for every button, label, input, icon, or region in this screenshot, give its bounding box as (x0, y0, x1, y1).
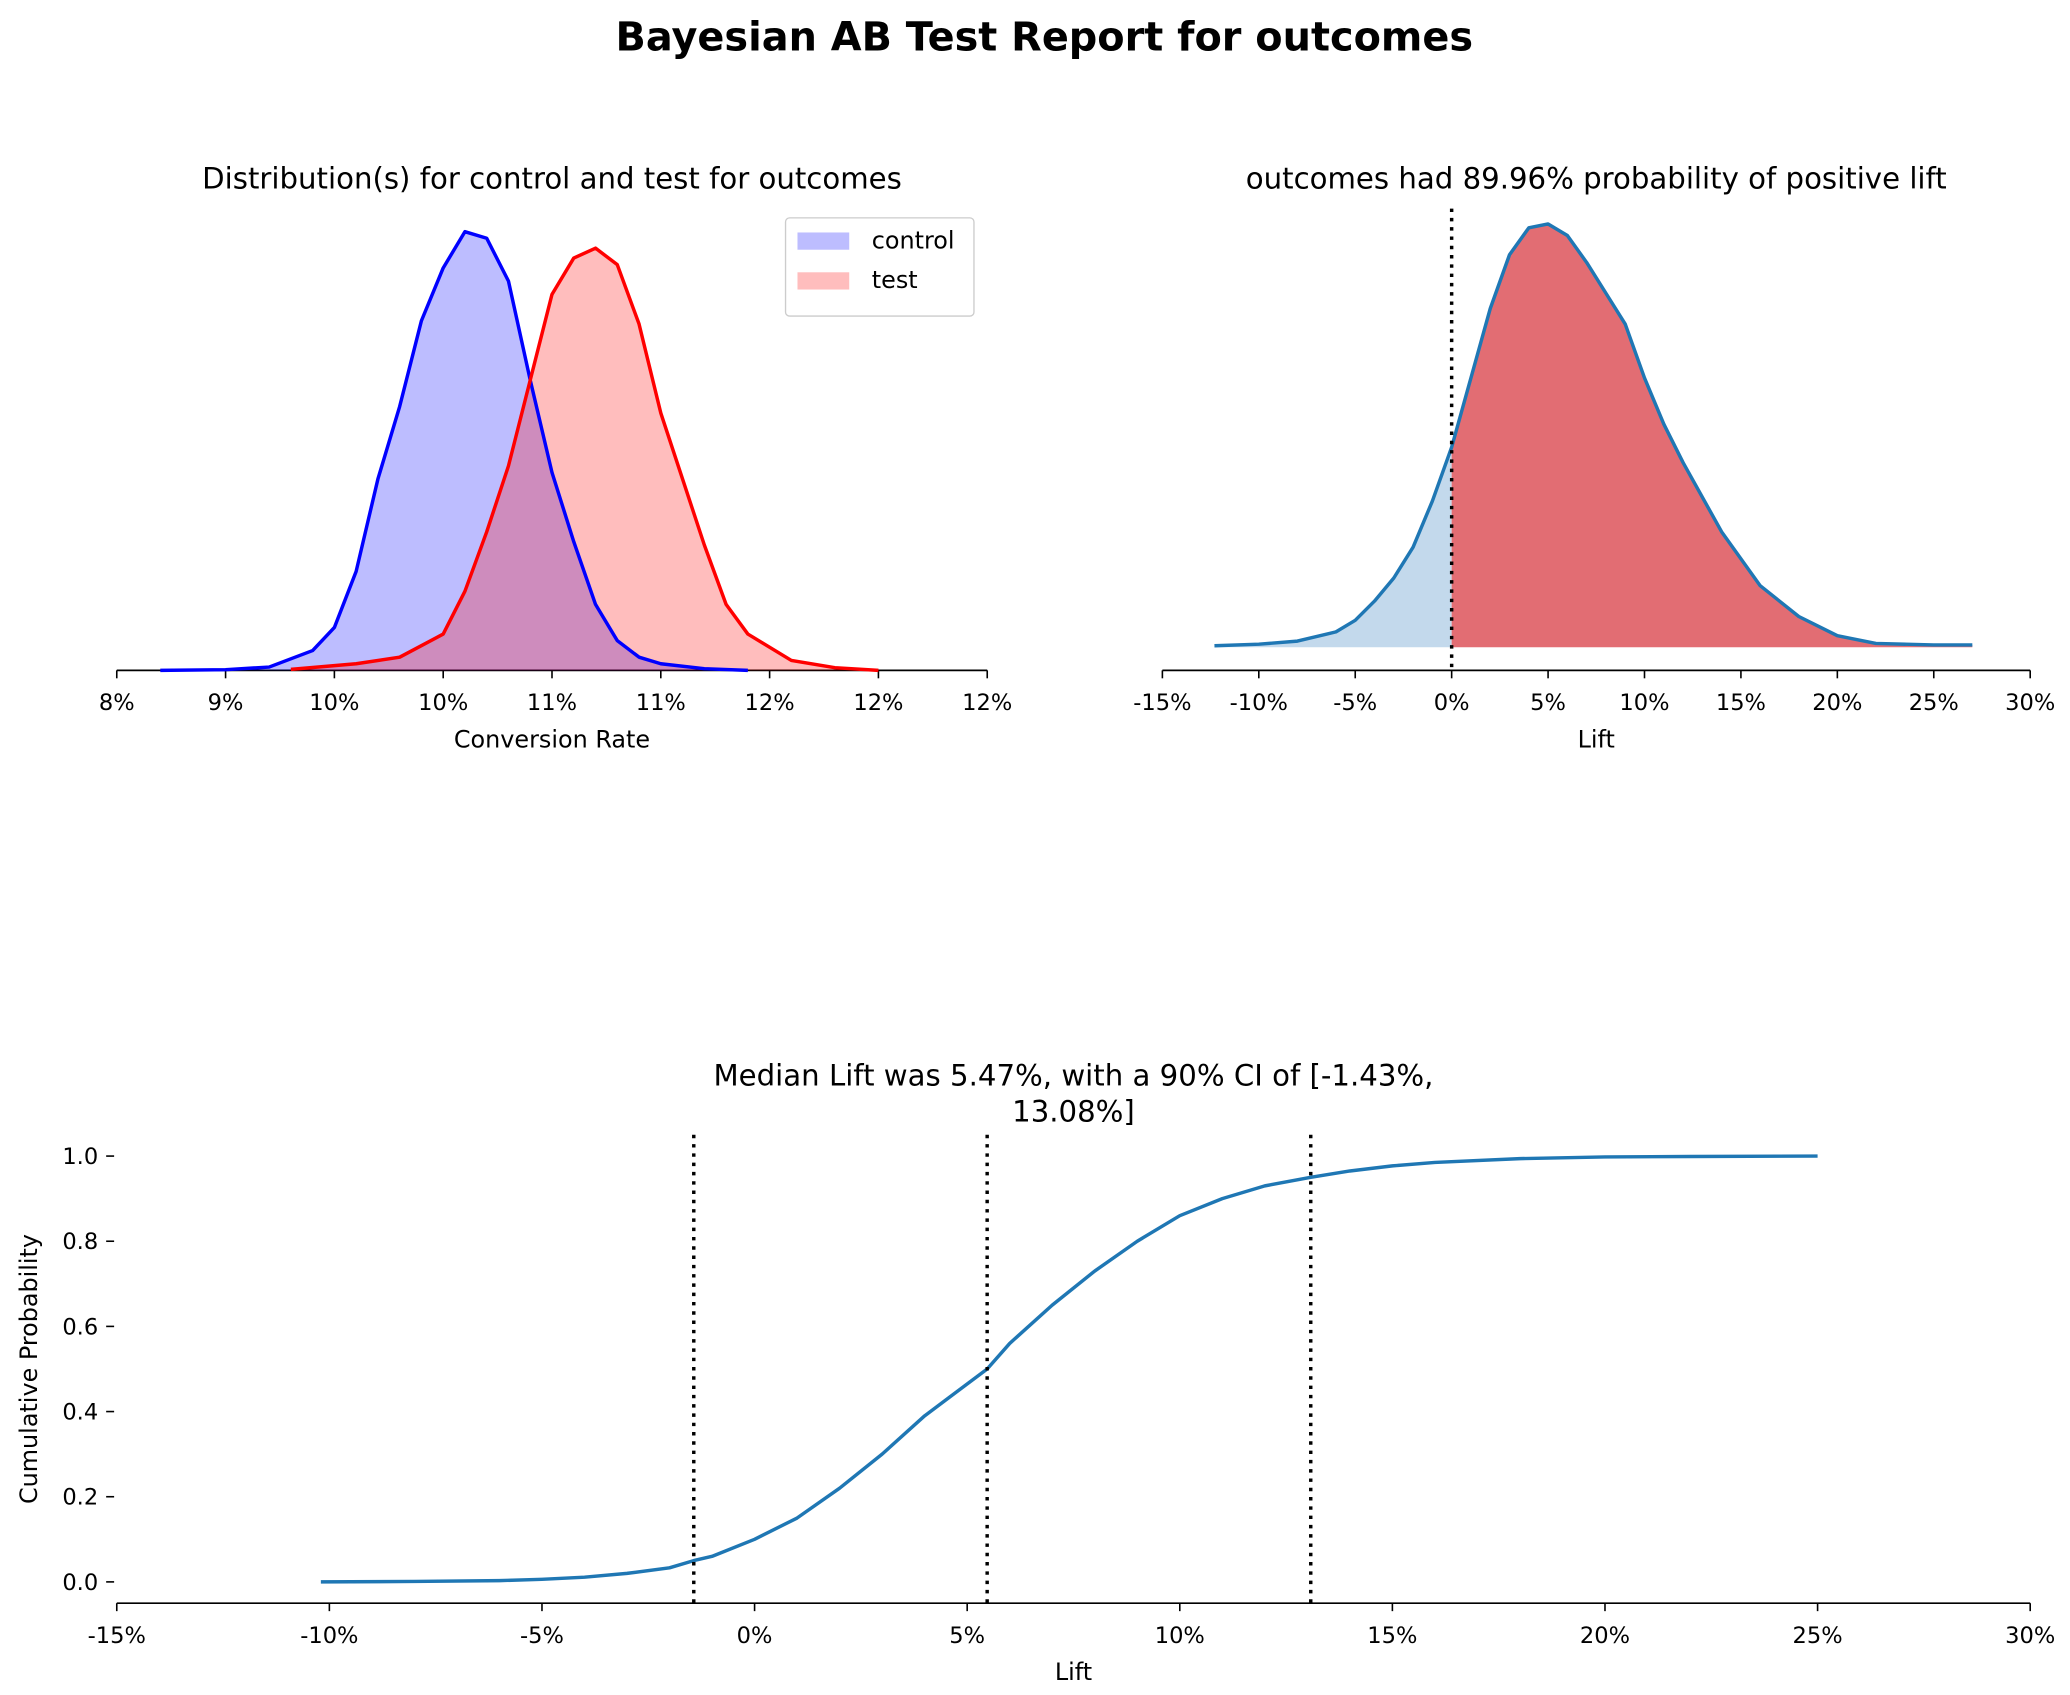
area-fill (160, 231, 748, 671)
cdf-line (320, 1154, 1818, 1584)
x-tick-label: 30% (2005, 1623, 2055, 1649)
density-line (160, 229, 748, 673)
legend-label: control (872, 226, 955, 254)
x-tick-label: 8% (99, 690, 135, 716)
legend-swatch (797, 272, 850, 290)
subplot: Median Lift was 5.47%, with a 90% CI of … (15, 1059, 2055, 1686)
x-tick-label: 12% (745, 690, 795, 716)
x-tick-label: 10% (1155, 1623, 1205, 1649)
x-tick-label: 25% (1909, 690, 1959, 716)
figure-title: Bayesian AB Test Report for outcomes (616, 15, 1474, 61)
chart-title: Median Lift was 5.47%, with a 90% CI of … (714, 1059, 1434, 1129)
area-fill-negative (1214, 447, 1452, 648)
legend-frame (784, 217, 975, 317)
y-axis-label: Cumulative Probability (15, 1234, 43, 1504)
x-tick-label: -15% (1133, 690, 1191, 716)
subplot: outcomes had 89.96% probability of posit… (1133, 162, 2055, 754)
x-tick-label: 30% (2005, 690, 2055, 716)
x-tick-label: -10% (300, 1623, 358, 1649)
area-fill-positive (1451, 223, 1973, 648)
y-tick-label: 1.0 (62, 1144, 98, 1170)
chart-title: Distribution(s) for control and test for… (202, 162, 902, 196)
y-tick-label: 0.0 (62, 1570, 98, 1596)
x-tick-label: -15% (88, 1623, 146, 1649)
density-line (1214, 222, 1973, 648)
area-fill (290, 248, 879, 671)
x-tick-label: 15% (1367, 1623, 1417, 1649)
chart-title: outcomes had 89.96% probability of posit… (1246, 162, 1947, 196)
x-tick-label: -10% (1230, 690, 1288, 716)
subplot: Distribution(s) for control and test for… (99, 162, 1012, 754)
legend-swatch (797, 232, 850, 250)
x-tick-label: 9% (208, 690, 244, 716)
x-tick-label: 20% (1812, 690, 1862, 716)
x-tick-label: 25% (1793, 1623, 1843, 1649)
x-tick-label: 0% (737, 1623, 773, 1649)
x-tick-label: 5% (1530, 690, 1566, 716)
y-tick-label: 0.4 (62, 1400, 98, 1426)
y-tick-label: 0.6 (62, 1314, 98, 1340)
x-axis-label: Conversion Rate (454, 725, 650, 753)
x-tick-label: 20% (1580, 1623, 1630, 1649)
x-tick-label: 10% (418, 690, 468, 716)
x-tick-label: -5% (520, 1623, 564, 1649)
x-tick-label: 5% (949, 1623, 985, 1649)
x-axis-label: Lift (1578, 725, 1615, 753)
legend-label: test (872, 266, 918, 294)
x-tick-label: 15% (1716, 690, 1766, 716)
x-tick-label: 11% (527, 690, 577, 716)
x-tick-label: 10% (1619, 690, 1669, 716)
x-axis-label: Lift (1055, 1658, 1092, 1686)
y-tick-label: 0.8 (62, 1229, 98, 1255)
x-tick-label: 12% (962, 690, 1012, 716)
x-tick-label: 0% (1434, 690, 1470, 716)
x-tick-label: 12% (853, 690, 903, 716)
x-tick-label: 10% (309, 690, 359, 716)
x-tick-label: -5% (1333, 690, 1377, 716)
y-tick-label: 0.2 (62, 1485, 98, 1511)
x-tick-label: 11% (636, 690, 686, 716)
density-line (290, 246, 879, 673)
